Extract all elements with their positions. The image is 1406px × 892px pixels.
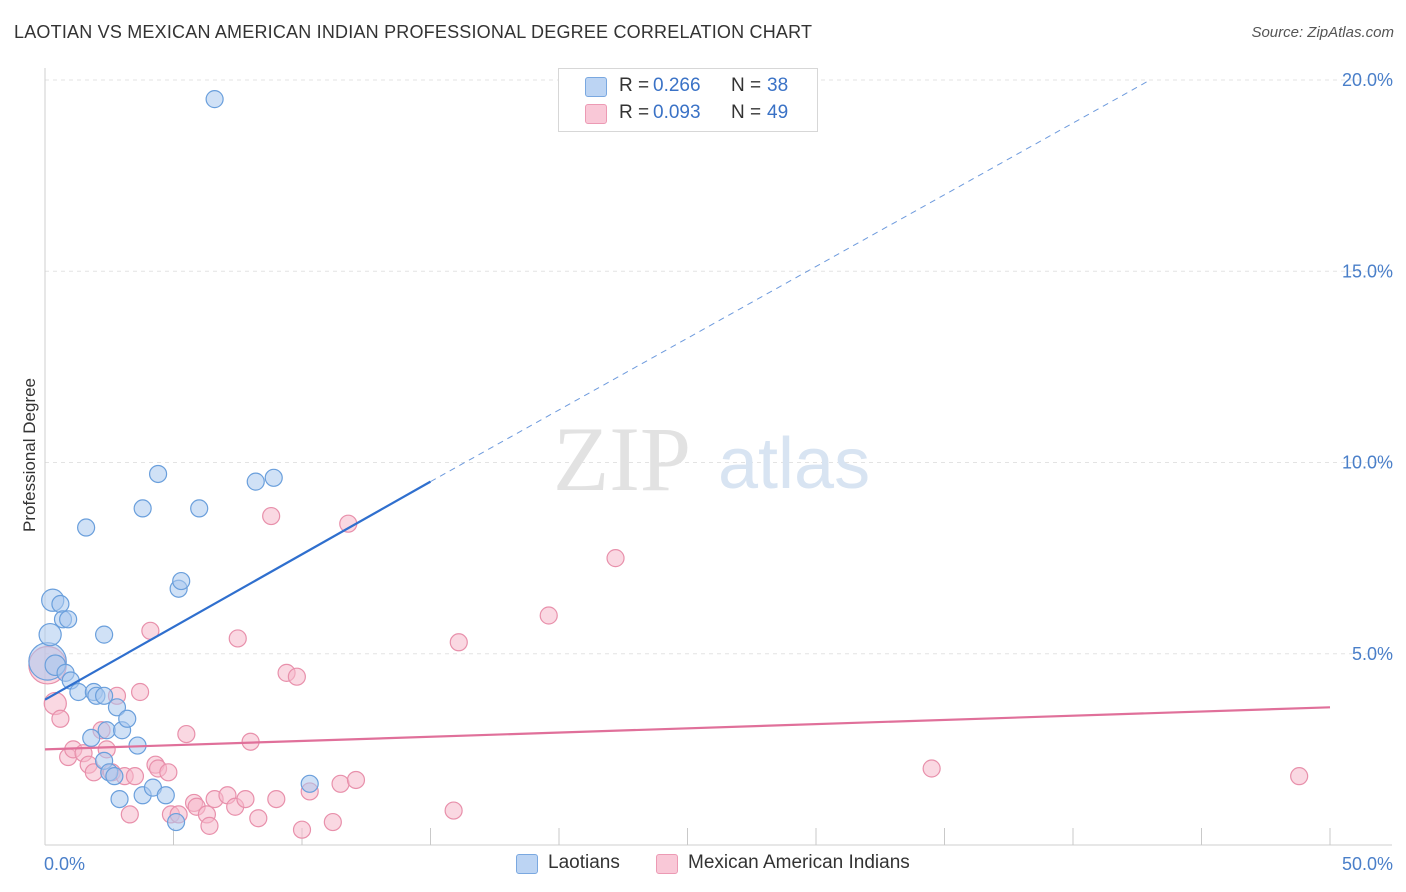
data-point-mexican-american-indians <box>346 770 366 790</box>
legend-r-label: R = <box>619 75 650 96</box>
trend-lines <box>44 79 1331 751</box>
legend-swatch-pink <box>656 854 678 874</box>
x-tick-labels: 0.0% 50.0% <box>44 854 1393 874</box>
data-point-laotians <box>190 499 209 518</box>
data-point-laotians <box>107 698 127 717</box>
data-point-laotians <box>95 686 114 705</box>
trend-line-mexican-american-indians <box>44 706 1331 751</box>
legend-r-value: 0.093 <box>653 102 701 123</box>
legend-r-value: 0.266 <box>653 75 701 96</box>
data-point-mexican-american-indians <box>444 801 463 820</box>
legend-swatch-pink <box>585 104 607 124</box>
data-point-laotians <box>133 499 152 518</box>
data-point-laotians <box>59 610 78 629</box>
data-point-laotians <box>205 90 224 109</box>
data-point-mexican-american-indians <box>228 629 247 648</box>
data-point-laotians <box>69 682 88 702</box>
y-tick-label: 10.0% <box>1342 453 1393 473</box>
data-point-mexican-american-indians <box>125 767 145 786</box>
series-legend: Laotians Mexican American Indians <box>0 852 1406 878</box>
legend-label-laotians: Laotians <box>548 852 620 873</box>
data-point-mexican-american-indians <box>539 606 558 625</box>
pink-points <box>28 506 1309 839</box>
data-point-mexican-american-indians <box>287 667 306 686</box>
data-point-laotians <box>300 774 319 793</box>
legend-swatch-blue <box>516 854 538 874</box>
data-point-laotians <box>264 468 283 487</box>
data-point-mexican-american-indians <box>249 809 268 828</box>
data-point-laotians <box>97 721 116 740</box>
data-point-mexican-american-indians <box>130 682 150 702</box>
data-point-mexican-american-indians <box>449 633 468 652</box>
data-point-mexican-american-indians <box>1290 767 1309 786</box>
legend-r-label: R = <box>619 102 650 123</box>
chart-title: LAOTIAN VS MEXICAN AMERICAN INDIAN PROFE… <box>14 22 813 42</box>
x-tick-label: 0.0% <box>44 854 85 874</box>
legend-n-value: 49 <box>767 102 789 123</box>
data-point-laotians <box>110 789 129 809</box>
trend-line-laotians <box>44 480 432 701</box>
data-point-laotians <box>77 518 96 537</box>
y-tick-label: 15.0% <box>1342 261 1393 281</box>
stats-legend: R = 0.266 N = 38 R = 0.093 N = 49 <box>558 68 818 132</box>
blue-points <box>28 90 319 832</box>
watermark-zip: ZIP <box>553 408 691 510</box>
legend-n-label: N = <box>731 102 762 123</box>
data-point-laotians <box>166 812 186 832</box>
data-point-laotians <box>95 625 114 644</box>
y-tick-label: 20.0% <box>1342 70 1393 90</box>
data-point-laotians <box>38 622 62 647</box>
data-point-mexican-american-indians <box>200 816 219 835</box>
data-point-mexican-american-indians <box>236 789 255 809</box>
watermark-atlas: atlas <box>718 424 870 504</box>
data-point-mexican-american-indians <box>267 789 286 809</box>
source-attribution: Source: ZipAtlas.com <box>1251 24 1394 41</box>
data-point-laotians <box>118 709 137 728</box>
data-point-mexican-american-indians <box>922 759 941 778</box>
data-point-laotians <box>156 786 175 805</box>
gridlines <box>45 79 1392 655</box>
watermark: ZIP atlas <box>553 408 870 510</box>
data-point-laotians <box>51 594 70 614</box>
data-point-mexican-american-indians <box>177 724 196 744</box>
data-point-laotians <box>246 472 265 491</box>
trend-line-laotians-extrapolated <box>430 79 1151 483</box>
legend-swatch-blue <box>585 77 607 97</box>
data-point-laotians <box>105 767 124 786</box>
x-tick-label: 50.0% <box>1342 854 1393 874</box>
data-point-mexican-american-indians <box>331 774 350 793</box>
data-point-mexican-american-indians <box>120 805 139 824</box>
data-point-mexican-american-indians <box>159 763 178 782</box>
data-point-mexican-american-indians <box>606 549 625 568</box>
legend-n-value: 38 <box>767 75 789 96</box>
data-point-laotians <box>148 464 168 484</box>
legend-label-mexican-american-indians: Mexican American Indians <box>688 852 910 873</box>
data-point-mexican-american-indians <box>51 709 70 728</box>
data-point-mexican-american-indians <box>323 812 342 832</box>
data-point-mexican-american-indians <box>262 506 281 526</box>
data-point-laotians <box>172 571 191 591</box>
axes <box>44 68 1392 846</box>
data-point-mexican-american-indians <box>292 820 312 839</box>
y-tick-labels: 5.0% 10.0% 15.0% 20.0% <box>1342 70 1393 664</box>
data-point-laotians <box>82 728 101 748</box>
y-tick-label: 5.0% <box>1352 644 1393 664</box>
legend-n-label: N = <box>731 75 762 96</box>
